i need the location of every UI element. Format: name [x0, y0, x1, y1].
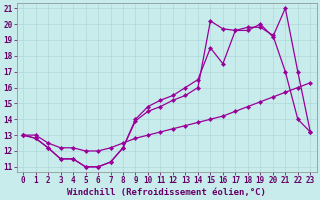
- X-axis label: Windchill (Refroidissement éolien,°C): Windchill (Refroidissement éolien,°C): [67, 188, 266, 197]
